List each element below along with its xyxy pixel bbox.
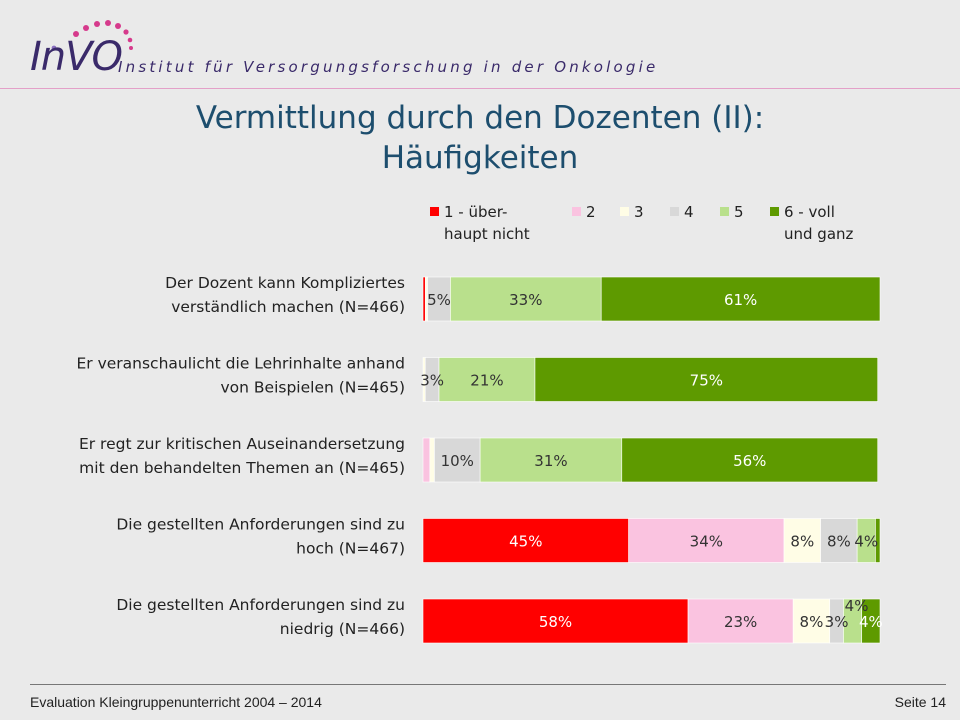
data-label-5-series-3: 8% [800,613,824,631]
data-label-5-series-4: 3% [825,613,849,631]
bar-segment-4-series-6 [875,518,881,563]
data-label-5-series-1: 58% [539,613,572,631]
legend-label-5: 5 [734,203,744,221]
bar-segment-2-series-5 [438,357,536,402]
bar-segment-4-series-4 [820,518,858,563]
slide-title: Vermittlung durch den Dozenten (II): Häu… [0,98,960,178]
category-label-3-line-2: mit den behandelten Themen an (N=465) [79,459,405,477]
data-label-4-series-4: 8% [827,533,851,551]
logo-text: InVO [30,34,123,80]
bar-segment-4-series-1 [422,518,629,563]
category-label-3-line-1: Er regt zur kritischen Auseinandersetzun… [79,435,405,453]
data-label-2-series-4: 3% [420,372,444,390]
data-label-1-series-6: 61% [724,291,757,309]
data-label-4-series-1: 45% [509,533,542,551]
slide-title-line-1: Vermittlung durch den Dozenten (II): [195,100,765,136]
category-label-2-line-1: Er veranschaulicht die Lehrinhalte anhan… [76,355,405,373]
data-label-5-series-5: 4% [845,597,869,615]
legend-label-1-line-1: 1 - über- [444,203,507,221]
legend-swatch-5 [720,207,729,216]
header-divider [0,88,960,89]
legend-swatch-3 [620,207,629,216]
slide-title-line-2: Häufigkeiten [381,140,579,176]
data-label-3-series-4: 10% [441,452,474,470]
category-label-1-line-1: Der Dozent kann Kompliziertes [165,274,405,292]
category-label-4-line-1: Die gestellten Anforderungen sind zu [116,516,405,534]
bar-segment-1-series-1 [422,276,426,322]
legend-swatch-2 [572,207,581,216]
category-label-4-line-2: hoch (N=467) [296,540,405,558]
legend-label-3: 3 [634,203,644,221]
bar-segment-4-series-3 [783,518,821,563]
category-label-5-line-2: niedrig (N=466) [280,620,405,638]
bar-segment-3-series-5 [479,437,623,483]
data-label-4-series-2: 34% [690,533,723,551]
bar-segment-2-series-6 [534,357,879,402]
legend-swatch-4 [670,207,679,216]
bar-segment-5-series-2 [687,598,794,644]
data-label-1-series-5: 33% [509,291,542,309]
data-label-4-series-5: 4% [854,533,878,551]
category-label-5-line-1: Die gestellten Anforderungen sind zu [116,596,405,614]
footer-divider [30,684,946,685]
footer-course-title: Evaluation Kleingruppenunterricht 2004 –… [30,694,322,710]
legend-label-2: 2 [586,203,596,221]
legend-label-6-line-1: 6 - voll [784,203,835,221]
logo-dots-icon [51,20,133,51]
legend-swatch-6 [770,207,779,216]
bar-segment-5-series-1 [422,598,689,644]
bar-segment-3-series-3 [429,437,435,483]
data-label-2-series-5: 21% [470,372,503,390]
data-label-2-series-6: 75% [690,372,723,390]
data-label-3-series-6: 56% [733,452,766,470]
footer-page-number: Seite 14 [894,694,946,710]
bar-segment-4-series-2 [628,518,785,563]
legend-label-6-line-2: und ganz [784,225,854,243]
data-label-5-series-2: 23% [724,613,757,631]
bar-segment-5-series-6 [861,598,881,644]
bar-segment-1-series-6 [600,276,881,322]
data-label-1-series-4: 5% [427,291,451,309]
category-label-1-line-2: verständlich machen (N=466) [171,298,405,316]
bar-segment-3-series-6 [621,437,879,483]
bar-segment-1-series-5 [450,276,602,322]
data-label-3-series-5: 31% [534,452,567,470]
legend-label-4: 4 [684,203,694,221]
legend-swatch-1 [430,207,439,216]
institute-tagline: Institut für Versorgungsforschung in der… [118,58,659,76]
bar-segment-5-series-3 [792,598,831,644]
data-label-4-series-3: 8% [790,533,814,551]
category-label-2-line-2: von Beispielen (N=465) [221,379,406,397]
data-label-5-series-6: 4% [859,613,883,631]
legend-label-1-line-2: haupt nicht [444,225,530,243]
bar-segment-3-series-2 [422,437,431,483]
